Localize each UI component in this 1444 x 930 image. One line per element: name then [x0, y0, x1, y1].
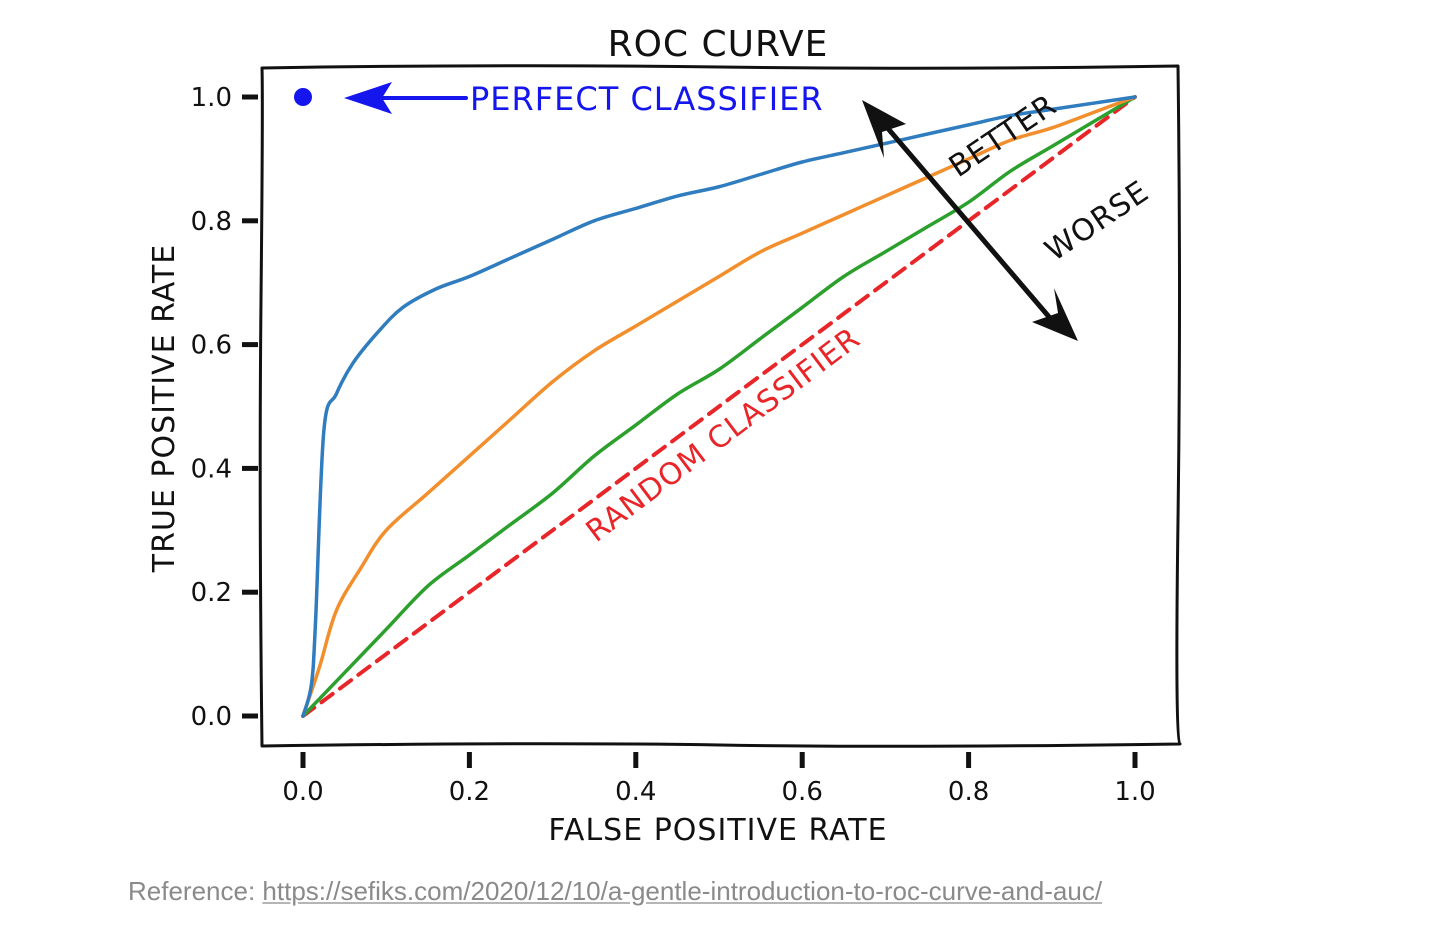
roc-chart: ROC CURVE 0.0 0.2 0.4 0.6 0.8 1.0 0.0 0.2 0.4 0.6…: [147, 24, 1182, 848]
better-label: BETTER: [943, 88, 1063, 185]
series-line-orange-classifier: [301, 95, 1137, 718]
x-tick-label: 0.8: [948, 777, 989, 807]
y-tick-label: 0.0: [191, 702, 232, 732]
x-tick-label: 0.4: [615, 777, 656, 807]
y-tick-label: 0.2: [191, 578, 232, 608]
y-tick-label: 0.4: [191, 454, 232, 484]
y-tick-label: 1.0: [191, 83, 232, 113]
perfect-classifier-point: [294, 88, 312, 106]
reference-label: Reference:: [128, 876, 256, 906]
series-line-blue-classifier: [301, 95, 1137, 718]
chart-title: ROC CURVE: [608, 24, 829, 65]
x-tick-label: 0.0: [282, 777, 323, 807]
x-tick-label: 1.0: [1114, 777, 1155, 807]
plot-frame: [258, 64, 1182, 748]
reference-line: Reference: https://sefiks.com/2020/12/10…: [128, 876, 1102, 907]
perfect-classifier-arrow: [344, 82, 468, 114]
y-axis-label: TRUE POSITIVE RATE: [147, 244, 182, 574]
worse-label: WORSE: [1039, 174, 1156, 269]
series-layer: [301, 95, 1137, 718]
axis-ticks: 0.0 0.2 0.4 0.6 0.8 1.0 0.0 0.2 0.4 0.6 0.8 1.0: [191, 83, 1156, 807]
y-tick-label: 0.8: [191, 207, 232, 237]
better-worse-arrow: [862, 100, 1078, 341]
y-tick-label: 0.6: [191, 331, 232, 361]
reference-link[interactable]: https://sefiks.com/2020/12/10/a-gentle-i…: [262, 876, 1103, 906]
perfect-classifier-label: PERFECT CLASSIFIER: [470, 80, 824, 118]
series-line-green-classifier: [301, 95, 1137, 718]
x-axis-label: FALSE POSITIVE RATE: [548, 813, 887, 848]
x-tick-label: 0.6: [782, 777, 823, 807]
x-tick-label: 0.2: [449, 777, 490, 807]
series-line-random-classifier: [301, 95, 1137, 718]
